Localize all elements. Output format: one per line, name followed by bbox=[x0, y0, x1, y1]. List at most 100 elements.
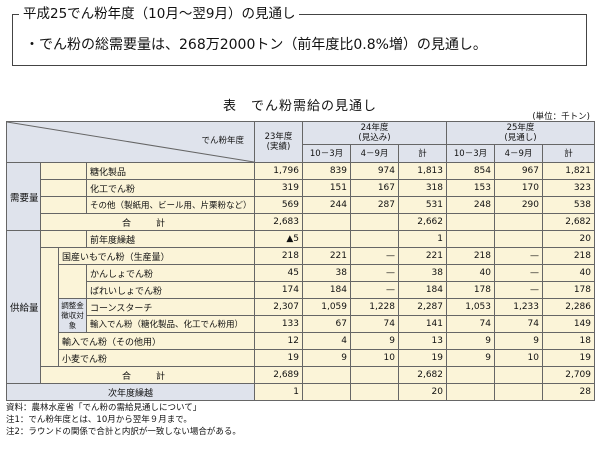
header-y23: 23年度 (実績) bbox=[254, 121, 303, 163]
header-y24: 24年度 (見込み) bbox=[302, 121, 447, 145]
cell: 153 bbox=[446, 179, 495, 197]
cell bbox=[446, 230, 495, 248]
cell: 2,286 bbox=[542, 298, 595, 316]
cell bbox=[350, 366, 399, 384]
cell: 141 bbox=[398, 315, 447, 333]
cell: 167 bbox=[350, 179, 399, 197]
cell: 974 bbox=[350, 162, 399, 180]
header-y25-q2: 4－9月 bbox=[494, 144, 543, 163]
demand-total-label: 合 計 bbox=[40, 213, 255, 231]
supply-demand-table: でん粉年度 23年度 (実績) 24年度 (見込み) 25年度 (見通し) 10… bbox=[6, 121, 595, 401]
cell: 178 bbox=[542, 281, 595, 299]
cell: 9 bbox=[446, 349, 495, 367]
cell: 4 bbox=[302, 332, 351, 350]
cell: 967 bbox=[494, 162, 543, 180]
cell: 1,796 bbox=[254, 162, 303, 180]
demand-total-row: 合 計 2,683 2,662 2,682 bbox=[7, 213, 595, 231]
table-row: 国産いもでん粉（生産量） 218 221 — 221 218 — 218 bbox=[7, 247, 595, 367]
summary-text: ・でん粉の総需要量は、268万2000トン（前年度比0.8%増）の見通し。 bbox=[25, 37, 487, 53]
cell bbox=[302, 366, 351, 384]
table-row: 小麦でん粉 19 9 10 19 9 10 19 bbox=[7, 349, 595, 367]
summary-title: 平成25でん粉年度（10月～翌9月）の見通し bbox=[19, 6, 300, 22]
diagonal-line bbox=[7, 122, 254, 162]
cell: 248 bbox=[446, 196, 495, 214]
cell: 38 bbox=[398, 264, 447, 282]
cell: 221 bbox=[398, 247, 447, 265]
supply-total-label: 合 計 bbox=[40, 366, 255, 384]
cell: 40 bbox=[446, 264, 495, 282]
cell: 10 bbox=[494, 349, 543, 367]
cell: 569 bbox=[254, 196, 303, 214]
cell: — bbox=[494, 247, 543, 265]
cell: 151 bbox=[302, 179, 351, 197]
table-row: 化工でん粉 319 151 167 318 153 170 323 bbox=[7, 179, 595, 197]
footnotes: 資料：農林水産省「でん粉の需給見通しについて」 注1：でん粉年度とは、10月から… bbox=[6, 402, 241, 438]
cell: ▲5 bbox=[254, 230, 303, 248]
cell: 2,689 bbox=[254, 366, 303, 384]
cell: 323 bbox=[542, 179, 595, 197]
cell: 19 bbox=[542, 349, 595, 367]
cell: 839 bbox=[302, 162, 351, 180]
header-y25-total: 計 bbox=[542, 144, 595, 163]
cell: — bbox=[494, 264, 543, 282]
table-row: 輸入でん粉（その他用） 12 4 9 13 9 9 18 bbox=[7, 332, 595, 350]
cell: 1,813 bbox=[398, 162, 447, 180]
cell bbox=[302, 230, 351, 248]
cell bbox=[446, 383, 495, 401]
cell bbox=[302, 213, 351, 231]
cell: 2,307 bbox=[254, 298, 303, 316]
cell: 9 bbox=[302, 349, 351, 367]
row-label: コーンスターチ bbox=[86, 298, 255, 316]
table-title: 表 でん粉需給の見通し bbox=[222, 99, 377, 114]
cell bbox=[350, 213, 399, 231]
cell: 74 bbox=[494, 315, 543, 333]
table-row: 調整金 徴収対象 コーンスターチ 2,307 1,059 1,228 2,287… bbox=[7, 298, 595, 333]
cell: 1,233 bbox=[494, 298, 543, 316]
table-row: 輸入でん粉（糖化製品、化工でん粉用） 133 67 74 141 74 74 1… bbox=[7, 315, 595, 333]
cell: 218 bbox=[254, 247, 303, 265]
table-row: ばれいしょでん粉 174 184 — 184 178 — 178 bbox=[7, 281, 595, 299]
header-y25: 25年度 (見通し) bbox=[446, 121, 595, 145]
table-row: 需要量 糖化製品 1,796 839 974 1,813 854 967 1,8… bbox=[6, 162, 595, 231]
cell bbox=[494, 366, 543, 384]
cell: — bbox=[494, 281, 543, 299]
cell: 244 bbox=[302, 196, 351, 214]
cell: 218 bbox=[446, 247, 495, 265]
cell bbox=[494, 213, 543, 231]
carry-out-label: 次年度繰越 bbox=[6, 383, 255, 401]
cell: 74 bbox=[446, 315, 495, 333]
row-label: 国産いもでん粉（生産量） bbox=[58, 247, 255, 265]
cell: 20 bbox=[398, 383, 447, 401]
cell: 9 bbox=[446, 332, 495, 350]
cell bbox=[350, 230, 399, 248]
cell: 1 bbox=[398, 230, 447, 248]
table-row: 供給量 前年度繰越 ▲5 1 20 bbox=[6, 230, 595, 384]
row-label: 化工でん粉 bbox=[86, 179, 255, 197]
cell: 287 bbox=[350, 196, 399, 214]
cell: 2,683 bbox=[254, 213, 303, 231]
cell bbox=[302, 383, 351, 401]
corner-header: でん粉年度 bbox=[6, 121, 255, 163]
cell: 221 bbox=[302, 247, 351, 265]
note-1: 注1：でん粉年度とは、10月から翌年９月まで。 bbox=[6, 415, 192, 425]
cell: 67 bbox=[302, 315, 351, 333]
row-label: その他（製紙用、ビール用、片栗粉など） bbox=[86, 196, 255, 214]
cell: 531 bbox=[398, 196, 447, 214]
cell: 13 bbox=[398, 332, 447, 350]
corner-label: でん粉年度 bbox=[201, 136, 244, 146]
cell: 45 bbox=[254, 264, 303, 282]
cell: 74 bbox=[350, 315, 399, 333]
cell bbox=[494, 383, 543, 401]
cell bbox=[350, 383, 399, 401]
cell: 184 bbox=[302, 281, 351, 299]
cell: 318 bbox=[398, 179, 447, 197]
cell: 133 bbox=[254, 315, 303, 333]
cell: 9 bbox=[350, 332, 399, 350]
header-y24-q1: 10－3月 bbox=[302, 144, 351, 163]
cell: 1,821 bbox=[542, 162, 595, 180]
supply-total-row: 合 計 2,689 2,682 2,709 bbox=[7, 366, 595, 384]
cell: 10 bbox=[350, 349, 399, 367]
cell: 19 bbox=[254, 349, 303, 367]
cell: 854 bbox=[446, 162, 495, 180]
cell: 28 bbox=[542, 383, 595, 401]
